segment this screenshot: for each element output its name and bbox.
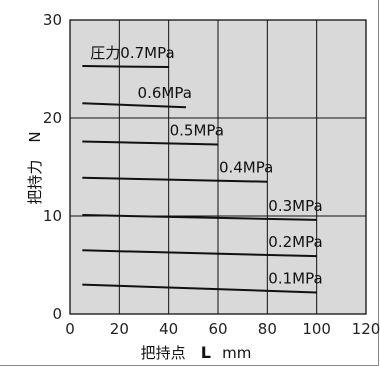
y-tick-label: 10 <box>43 207 62 225</box>
series-label-layer: 圧力0.7MPa 0.6MPa 0.5MPa 0.4MPa 0.3MPa 0.2MPa 0.… <box>90 44 322 287</box>
series-line <box>82 65 169 69</box>
x-axis-label: 把持点 L mm <box>141 343 252 362</box>
series-line <box>82 249 317 258</box>
x-tick-label: 80 <box>258 320 277 338</box>
series-line <box>82 214 317 221</box>
y-tick-label: 30 <box>43 11 62 29</box>
x-tick-label: 40 <box>159 320 178 338</box>
x-tick-label: 0 <box>65 320 75 338</box>
x-tick-label: 60 <box>208 320 227 338</box>
series-line <box>82 102 186 109</box>
grid-layer <box>70 20 366 314</box>
x-tick-label: 100 <box>302 320 331 338</box>
series-label: 圧力0.7MPa <box>90 44 174 62</box>
series-line <box>82 176 268 183</box>
tick-layer: 0 20 40 60 80 100 120 0 10 20 30 <box>43 11 380 338</box>
series-label: 0.6MPa <box>138 84 192 102</box>
series-line <box>82 283 317 294</box>
y-axis-label-variable: N <box>26 131 44 142</box>
y-axis-label: 把持力 N <box>25 131 44 204</box>
series-label: 0.5MPa <box>170 121 224 139</box>
series-label: 0.1MPa <box>268 269 322 287</box>
y-axis-label-prefix: 把持力 <box>26 160 44 205</box>
series-layer <box>82 65 317 294</box>
x-tick-label: 20 <box>110 320 129 338</box>
x-axis-label-prefix: 把持点 <box>141 344 186 362</box>
series-label: 0.3MPa <box>268 197 322 215</box>
x-tick-label: 120 <box>352 320 380 338</box>
series-line <box>82 140 219 146</box>
series-label: 0.4MPa <box>219 159 273 177</box>
x-axis-label-unit: mm <box>222 344 251 362</box>
series-label: 0.2MPa <box>268 233 322 251</box>
x-axis-label-variable: L <box>201 343 211 362</box>
y-tick-label: 0 <box>52 305 62 323</box>
y-tick-label: 20 <box>43 109 62 127</box>
